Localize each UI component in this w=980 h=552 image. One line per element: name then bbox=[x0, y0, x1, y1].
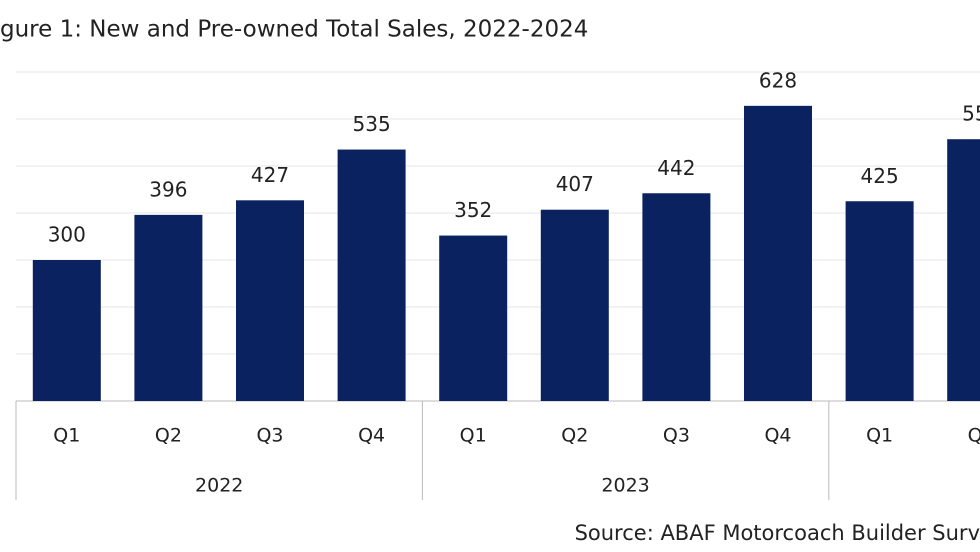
data-label: 396 bbox=[149, 177, 187, 201]
x-tick-label: Q3 bbox=[663, 425, 690, 447]
data-label: 427 bbox=[251, 163, 289, 187]
data-label: 557 bbox=[962, 102, 980, 126]
data-label: 425 bbox=[861, 164, 899, 188]
chart-title: gure 1: New and Pre-owned Total Sales, 2… bbox=[0, 17, 588, 43]
bar bbox=[744, 105, 812, 401]
data-label: 628 bbox=[759, 68, 797, 92]
bar bbox=[134, 214, 203, 401]
data-label: 352 bbox=[454, 198, 492, 222]
x-tick-label: Q2 bbox=[561, 425, 588, 447]
data-label: 442 bbox=[657, 156, 695, 180]
bar bbox=[642, 193, 711, 401]
x-tick-label: Q4 bbox=[358, 425, 385, 447]
bar bbox=[439, 235, 508, 401]
bar bbox=[337, 149, 406, 401]
x-tick-label: Q1 bbox=[866, 425, 893, 447]
x-tick-label: Q4 bbox=[764, 425, 791, 447]
data-label: 300 bbox=[48, 223, 86, 247]
x-tick-label: Q2 bbox=[155, 425, 182, 447]
x-tick-label: Q1 bbox=[53, 425, 80, 447]
bar bbox=[32, 260, 101, 401]
bar bbox=[845, 201, 914, 401]
data-label: 535 bbox=[353, 112, 391, 136]
bar bbox=[236, 200, 304, 401]
x-tick-label: Q3 bbox=[256, 425, 283, 447]
group-label: 2023 bbox=[601, 475, 649, 497]
bar bbox=[947, 139, 980, 401]
data-label: 407 bbox=[556, 172, 594, 196]
bar bbox=[540, 209, 609, 401]
source-note: Source: ABAF Motorcoach Builder Surv bbox=[575, 521, 980, 545]
x-tick-label: Q2 bbox=[968, 425, 980, 447]
x-tick-label: Q1 bbox=[460, 425, 487, 447]
group-label: 2022 bbox=[195, 475, 243, 497]
